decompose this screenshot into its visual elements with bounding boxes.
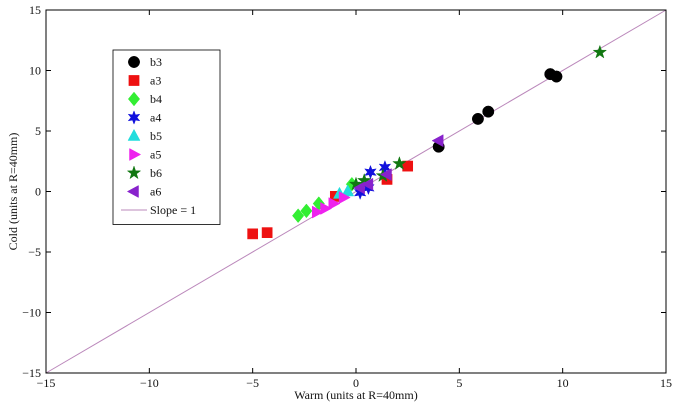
data-point-a5 (338, 191, 351, 204)
data-points (247, 44, 608, 240)
x-tick-label: −15 (37, 376, 56, 390)
legend-marker-a5 (129, 148, 142, 161)
y-tick-label: −5 (28, 245, 41, 259)
legend-label: b5 (150, 129, 162, 143)
x-tick-label: 5 (456, 376, 462, 390)
data-point-a6 (361, 177, 374, 191)
data-point-b4 (292, 208, 305, 223)
data-point-a5 (311, 205, 324, 219)
y-axis-label: Cold (units at R=40mm) (6, 133, 20, 251)
x-tick-label: −10 (140, 376, 159, 390)
legend-label: Slope = 1 (150, 203, 196, 217)
y-tick-label: −10 (22, 306, 41, 320)
x-tick-label: −5 (246, 376, 259, 390)
legend-entry-b6: b6 (126, 165, 162, 180)
legend-entry-reference-line: Slope = 1 (121, 203, 196, 217)
data-point-a6 (353, 181, 365, 195)
data-point-a6 (431, 134, 444, 148)
data-point-a5 (328, 197, 341, 211)
data-point-a3 (261, 227, 273, 238)
x-tick-label: 10 (557, 376, 569, 390)
legend-entry-b4: b4 (127, 91, 162, 107)
y-tick-label: 15 (29, 3, 41, 17)
x-tick-label: 15 (660, 376, 672, 390)
legend-marker-b4 (127, 91, 141, 107)
data-point-b6 (592, 44, 608, 59)
legend-label: b4 (150, 92, 162, 106)
data-point-a3 (247, 228, 259, 240)
legend-marker-a6 (126, 185, 139, 198)
legend-label: b6 (150, 166, 162, 180)
legend-label: a6 (150, 185, 161, 199)
y-tick-label: −15 (22, 366, 41, 380)
legend-entry-b5: b5 (127, 128, 162, 143)
legend-label: a3 (150, 74, 161, 88)
legend-label: a4 (150, 111, 161, 125)
series-a5 (311, 191, 351, 219)
legend-label: a5 (150, 148, 161, 162)
data-point-b6 (392, 155, 407, 170)
data-point-b3 (482, 105, 495, 118)
y-tick-label: 0 (35, 185, 41, 199)
legend-marker-b6 (126, 165, 142, 180)
legend-entry-a4: a4 (127, 110, 161, 125)
legend-entry-a6: a6 (126, 185, 161, 199)
legend-entries: b3 a3 b4 a4 b5 a5 b6 a6 Slope = 1 (121, 55, 196, 217)
x-tick-label: 0 (353, 376, 359, 390)
legend-marker-a3 (128, 75, 140, 86)
series-a6 (353, 134, 444, 195)
data-point-b3 (550, 70, 563, 83)
legend-marker-b3 (128, 56, 140, 68)
y-tick-labels: −15 −10 −5 0 5 10 15 (22, 3, 41, 380)
legend-entry-b3: b3 (128, 55, 162, 69)
data-point-b3 (471, 112, 484, 125)
x-tick-labels: −15 −10 −5 0 5 10 15 (37, 376, 672, 390)
legend-label: b3 (150, 55, 162, 69)
axis-ticks (45, 9, 667, 374)
x-axis-label: Warm (units at R=40mm) (294, 388, 417, 402)
y-tick-label: 5 (35, 124, 41, 138)
data-point-a6 (379, 168, 392, 181)
y-tick-label: 10 (29, 64, 41, 78)
data-point-b4 (300, 203, 313, 219)
legend: b3 a3 b4 a4 b5 a5 b6 a6 Slope = 1 (112, 49, 221, 225)
legend-marker-b5 (127, 128, 141, 141)
legend-entry-a3: a3 (128, 74, 161, 88)
data-point-a5 (320, 202, 333, 215)
legend-entry-a5: a5 (129, 148, 161, 162)
legend-marker-a4 (127, 110, 141, 125)
